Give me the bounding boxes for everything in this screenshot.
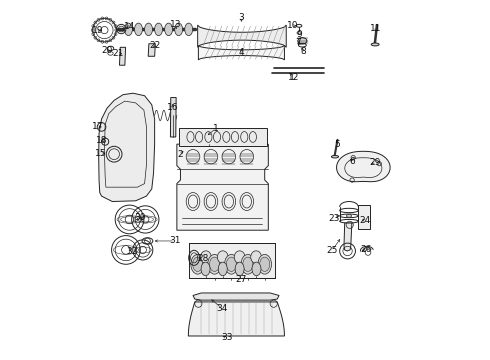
Ellipse shape bbox=[218, 262, 227, 276]
Polygon shape bbox=[98, 93, 155, 202]
Ellipse shape bbox=[297, 32, 301, 35]
Text: 1: 1 bbox=[214, 123, 219, 132]
Text: 25: 25 bbox=[326, 246, 338, 255]
Ellipse shape bbox=[124, 23, 132, 36]
Polygon shape bbox=[177, 144, 269, 230]
Polygon shape bbox=[198, 45, 285, 60]
Ellipse shape bbox=[235, 262, 244, 276]
Text: 9: 9 bbox=[296, 30, 302, 39]
Text: 15: 15 bbox=[95, 149, 107, 158]
Ellipse shape bbox=[218, 251, 228, 264]
Polygon shape bbox=[344, 223, 352, 251]
Text: 23: 23 bbox=[328, 214, 340, 223]
Text: 22: 22 bbox=[150, 41, 161, 50]
Text: 2: 2 bbox=[177, 150, 183, 159]
Text: 3: 3 bbox=[239, 13, 245, 22]
Text: 5: 5 bbox=[335, 140, 341, 149]
Ellipse shape bbox=[298, 38, 307, 44]
Polygon shape bbox=[337, 151, 390, 182]
Ellipse shape bbox=[145, 23, 152, 36]
Text: 24: 24 bbox=[360, 216, 371, 225]
Text: 27: 27 bbox=[236, 275, 247, 284]
Ellipse shape bbox=[200, 251, 211, 264]
Polygon shape bbox=[197, 25, 286, 47]
Ellipse shape bbox=[165, 23, 172, 36]
Polygon shape bbox=[188, 302, 285, 336]
Text: 14: 14 bbox=[124, 22, 135, 31]
Text: 30: 30 bbox=[135, 213, 146, 222]
Text: 7: 7 bbox=[295, 38, 301, 47]
Bar bbox=[358, 205, 370, 229]
Text: 13: 13 bbox=[171, 20, 182, 29]
Ellipse shape bbox=[155, 23, 163, 36]
Ellipse shape bbox=[193, 257, 203, 271]
Text: 33: 33 bbox=[221, 333, 233, 342]
Text: 31: 31 bbox=[170, 237, 181, 246]
Ellipse shape bbox=[251, 251, 262, 264]
Ellipse shape bbox=[241, 255, 255, 274]
Ellipse shape bbox=[201, 262, 210, 276]
Text: 16: 16 bbox=[167, 103, 178, 112]
Text: 10: 10 bbox=[287, 21, 298, 30]
Text: 6: 6 bbox=[350, 157, 355, 166]
Ellipse shape bbox=[210, 257, 220, 271]
Ellipse shape bbox=[331, 156, 339, 158]
Polygon shape bbox=[193, 293, 279, 300]
Polygon shape bbox=[148, 44, 155, 56]
Text: 19: 19 bbox=[92, 26, 104, 35]
Polygon shape bbox=[171, 98, 176, 137]
Ellipse shape bbox=[260, 257, 270, 271]
Text: 18: 18 bbox=[96, 136, 107, 145]
Ellipse shape bbox=[135, 23, 143, 36]
Ellipse shape bbox=[226, 257, 236, 271]
Text: 8: 8 bbox=[300, 47, 306, 56]
Ellipse shape bbox=[191, 255, 204, 274]
Ellipse shape bbox=[175, 23, 183, 36]
Text: 28: 28 bbox=[197, 254, 209, 263]
Polygon shape bbox=[179, 128, 267, 146]
Bar bbox=[190, 243, 275, 278]
Ellipse shape bbox=[224, 255, 238, 274]
Ellipse shape bbox=[252, 262, 261, 276]
Text: 4: 4 bbox=[239, 48, 244, 57]
Text: 12: 12 bbox=[288, 73, 299, 82]
Text: 17: 17 bbox=[92, 122, 104, 131]
Text: 34: 34 bbox=[217, 304, 228, 313]
Text: 11: 11 bbox=[370, 24, 382, 33]
Ellipse shape bbox=[234, 251, 245, 264]
Ellipse shape bbox=[258, 255, 271, 274]
Text: 29: 29 bbox=[369, 158, 381, 167]
Ellipse shape bbox=[185, 23, 193, 36]
Text: 26: 26 bbox=[361, 246, 372, 255]
Text: 32: 32 bbox=[126, 247, 138, 256]
Ellipse shape bbox=[243, 257, 253, 271]
Ellipse shape bbox=[346, 215, 351, 217]
Text: 20: 20 bbox=[101, 46, 113, 55]
Text: 21: 21 bbox=[112, 49, 123, 58]
Ellipse shape bbox=[371, 43, 379, 46]
Ellipse shape bbox=[208, 255, 221, 274]
Polygon shape bbox=[120, 47, 125, 65]
